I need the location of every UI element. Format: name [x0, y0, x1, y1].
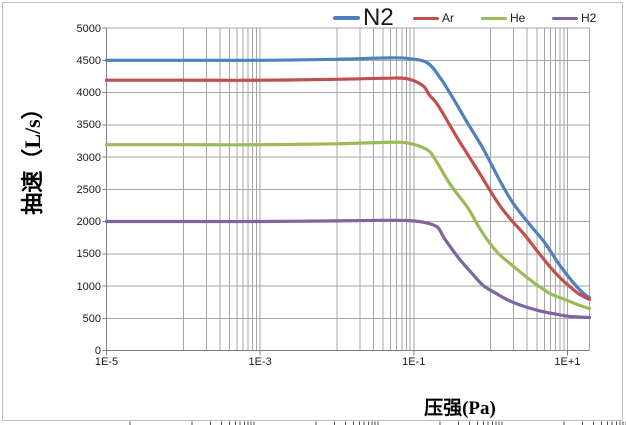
legend-swatch-h2	[552, 16, 578, 20]
legend-swatch-n2	[333, 16, 360, 20]
legend-label-n2: N2	[363, 4, 394, 31]
y-tick-label-5000: 5000	[76, 22, 101, 35]
y-tick-label-1000: 1000	[76, 280, 101, 293]
legend-label-he: He	[510, 11, 526, 25]
series-h2-line	[104, 218, 592, 320]
series-lines	[104, 56, 592, 320]
x-axis-title: 压强(Pa)	[424, 398, 496, 419]
x-tick-label-1E-3: 1E-3	[248, 356, 272, 368]
series-ar-line	[104, 76, 592, 302]
x-tick-label-1E-5: 1E-5	[94, 356, 119, 368]
gridlines	[106, 27, 590, 351]
bottom-edge-artifact-ticks	[129, 421, 626, 425]
y-tick-label-1500: 1500	[76, 248, 101, 261]
x-tick-label-1E-1: 1E-1	[402, 356, 426, 368]
legend-item-he: He	[481, 5, 525, 31]
legend-swatch-he	[481, 16, 507, 20]
y-tick-label-500: 500	[82, 312, 101, 325]
legend-label-ar: Ar	[442, 11, 454, 25]
y-tick-label-2500: 2500	[76, 183, 101, 196]
y-tick-label-3000: 3000	[76, 151, 101, 164]
legend-label-h2: H2	[581, 11, 597, 25]
series-he-line	[104, 140, 592, 311]
legend-swatch-ar	[413, 16, 439, 20]
legend-item-h2: H2	[552, 5, 596, 31]
y-tick-label-4500: 4500	[76, 54, 101, 67]
axes	[102, 27, 590, 356]
legend-item-ar: Ar	[413, 5, 454, 31]
legend-item-n2: N2	[333, 4, 394, 31]
y-tick-label-2000: 2000	[76, 216, 101, 228]
y-tick-label-0: 0	[94, 345, 101, 357]
series-n2-line	[104, 56, 592, 300]
y-tick-label-4000: 4000	[76, 87, 101, 99]
x-tick-label-1E+1: 1E+1	[554, 356, 581, 368]
y-axis-title: 抽速（L/s）	[20, 97, 45, 215]
y-tick-label-3500: 3500	[76, 119, 101, 132]
